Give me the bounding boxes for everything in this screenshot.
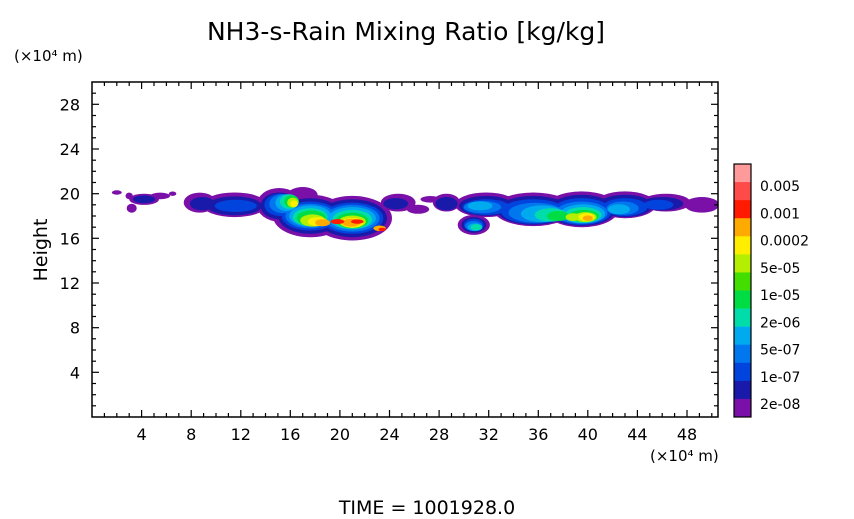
- contour-region: [290, 200, 298, 207]
- colorbar-swatch: [734, 272, 751, 291]
- y-tick-label: 4: [70, 363, 80, 382]
- colorbar-swatch: [734, 164, 751, 183]
- contour-region: [435, 197, 458, 211]
- colorbar-swatch: [734, 326, 751, 346]
- y-tick-labels: 4 8 12 16 20 24 28: [60, 95, 80, 382]
- x-tick-label: 16: [280, 425, 300, 444]
- x-tick-label: 12: [231, 425, 251, 444]
- colorbar-swatch: [734, 398, 751, 418]
- x-tick-label: 28: [429, 425, 449, 444]
- colorbar-label: 5e-07: [760, 343, 800, 359]
- x-tick-labels: 4 8 12 16 20 24 28 32 36 40 44 48: [137, 425, 698, 444]
- contour-region: [406, 204, 430, 214]
- colorbar-label: 1e-05: [760, 288, 800, 304]
- colorbar-swatch: [734, 218, 751, 237]
- y-axis-label: Height: [30, 219, 52, 282]
- contour-region: [607, 204, 630, 215]
- colorbar-label: 5e-05: [760, 261, 800, 277]
- x-tick-label: 32: [479, 425, 499, 444]
- contour-region: [643, 199, 674, 210]
- x-tick-label: 44: [627, 425, 647, 444]
- plot-area: [92, 82, 718, 417]
- contour-region: [351, 219, 364, 224]
- colorbar-swatch: [734, 290, 751, 309]
- colorbar-label: 2e-08: [760, 397, 800, 413]
- contour-region: [684, 197, 718, 213]
- y-tick-label: 12: [60, 274, 80, 293]
- y-tick-label: 16: [60, 229, 80, 248]
- colorbar-swatch: [734, 182, 751, 201]
- colorbar-swatch: [734, 254, 751, 273]
- colorbar-swatch: [734, 308, 751, 327]
- contour-region: [378, 227, 386, 232]
- contour-region: [383, 198, 409, 210]
- y-tick-label: 20: [60, 185, 80, 204]
- x-tick-label: 48: [677, 425, 697, 444]
- x-tick-label: 20: [330, 425, 350, 444]
- colorbar-swatch: [734, 200, 751, 219]
- y-axis-unit: (×10⁴ m): [14, 47, 83, 65]
- x-tick-label: 40: [578, 425, 598, 444]
- x-tick-label: 24: [379, 425, 399, 444]
- contour-region: [126, 203, 137, 213]
- contour-region: [315, 219, 330, 227]
- chart-title: NH3-s-Rain Mixing Ratio [kg/kg]: [207, 17, 605, 46]
- y-tick-label: 8: [70, 319, 80, 338]
- colorbar-labels: 0.005 0.001 0.0002 5e-05 1e-05 2e-06 5e-07 1e-0…: [760, 179, 809, 413]
- colorbar-swatch: [734, 380, 751, 400]
- contour-region: [132, 195, 156, 204]
- contour-region: [546, 211, 570, 221]
- x-tick-label: 36: [528, 425, 548, 444]
- colorbar-frame: [733, 163, 752, 418]
- contour-region: [150, 192, 171, 200]
- colorbar-label: 0.005: [760, 179, 800, 195]
- contour-region: [470, 224, 482, 231]
- axis-ticks: [92, 82, 718, 417]
- heatmap-field: [111, 187, 718, 241]
- contour-region: [168, 191, 177, 196]
- colorbar-swatch: [734, 236, 751, 255]
- contour-level-10: [330, 219, 386, 232]
- contour-region: [214, 199, 257, 212]
- colorbar-swatch: [734, 344, 751, 364]
- colorbar-label: 0.0002: [760, 234, 809, 250]
- x-tick-label: 8: [186, 425, 196, 444]
- colorbar: [733, 163, 752, 418]
- colorbar-label: 1e-07: [760, 370, 800, 386]
- y-tick-label: 24: [60, 140, 80, 159]
- contour-region: [111, 190, 122, 195]
- x-tick-label: 4: [137, 425, 147, 444]
- colorbar-label: 0.001: [760, 206, 800, 222]
- colorbar-label: 2e-06: [760, 315, 800, 331]
- y-tick-label: 28: [60, 95, 80, 114]
- time-label: TIME = 1001928.0: [338, 497, 515, 519]
- contour-region: [330, 219, 345, 225]
- colorbar-swatch: [734, 362, 751, 382]
- contour-region: [467, 201, 493, 211]
- x-axis-unit: (×10⁴ m): [650, 447, 719, 465]
- contour-region: [582, 215, 593, 221]
